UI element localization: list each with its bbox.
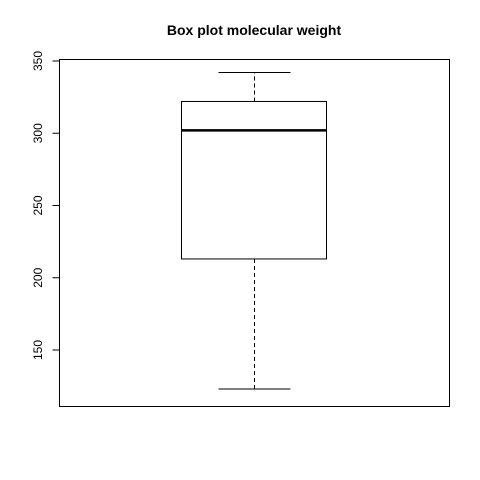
chart-title: Box plot molecular weight xyxy=(167,22,342,38)
box-plot xyxy=(181,72,327,390)
y-tick-label: 150 xyxy=(31,340,45,360)
interquartile-box xyxy=(181,100,327,260)
y-tick-label: 300 xyxy=(31,123,45,143)
y-tick-label: 200 xyxy=(31,267,45,287)
y-tick-label: 250 xyxy=(31,195,45,215)
plot-frame xyxy=(59,59,450,407)
y-tick-label: 350 xyxy=(31,51,45,71)
y-axis: 150 200 250 300 350 xyxy=(31,51,60,360)
